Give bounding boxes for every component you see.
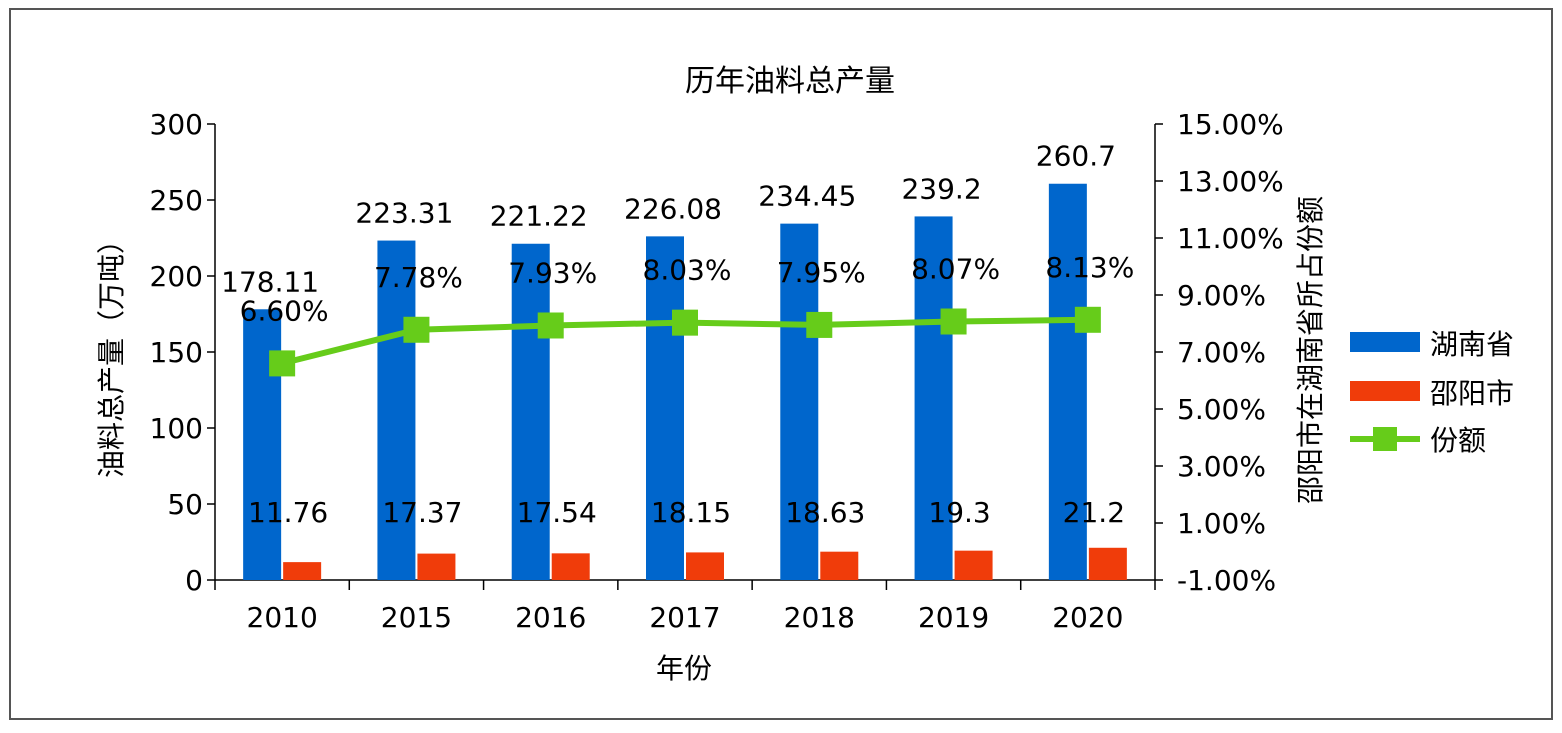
data-label-hunan: 178.11 [221, 265, 319, 298]
chart-frame [9, 8, 1553, 720]
legend-label-share: 份额 [1430, 424, 1486, 457]
bar-hunan [646, 236, 684, 580]
x-tick-label: 2010 [247, 601, 318, 634]
bar-hunan [914, 216, 953, 580]
y2-tick-label: 15.00% [1177, 108, 1284, 141]
data-label-hunan: 260.7 [1036, 140, 1116, 173]
marker-share [269, 350, 296, 377]
y2-tick-label: 7.00% [1177, 336, 1266, 369]
marker-share [403, 316, 430, 343]
y-axis-title: 油料总产量（万吨） [95, 226, 128, 478]
bar-shaoyang [283, 562, 322, 580]
y2-tick-label: 9.00% [1177, 279, 1266, 312]
marker-share [537, 312, 564, 339]
data-label-hunan: 223.31 [355, 197, 453, 230]
data-label-shaoyang: 18.63 [785, 496, 865, 529]
x-axis-title: 年份 [656, 652, 712, 685]
data-label-shaoyang: 17.37 [382, 496, 462, 529]
bar-shaoyang [417, 553, 456, 580]
x-tick-label: 2018 [784, 601, 855, 634]
y-tick-label: 300 [150, 108, 203, 141]
data-label-hunan: 221.22 [490, 200, 588, 233]
x-tick-label: 2020 [1052, 601, 1123, 634]
data-label-share: 8.03% [643, 254, 732, 287]
y-tick-label: 0 [185, 564, 203, 597]
data-label-hunan: 234.45 [758, 180, 856, 213]
data-label-shaoyang: 11.76 [248, 496, 328, 529]
y2-tick-label: 13.00% [1177, 165, 1284, 198]
bar-hunan [1048, 183, 1087, 580]
bar-hunan [243, 309, 282, 580]
y-tick-label: 250 [150, 184, 203, 217]
legend-swatch-hunan [1350, 332, 1420, 352]
data-label-share: 7.78% [374, 261, 463, 294]
marker-share [940, 308, 967, 335]
marker-share [1074, 306, 1101, 333]
y2-tick-label: 11.00% [1177, 222, 1284, 255]
marker-share [672, 309, 698, 336]
legend-label-hunan: 湖南省 [1430, 328, 1514, 361]
data-label-shaoyang: 21.2 [1063, 496, 1125, 529]
y2-tick-label: 3.00% [1177, 450, 1266, 483]
bar-shaoyang [820, 551, 859, 580]
bar-shaoyang [1088, 547, 1127, 580]
bar-shaoyang [686, 552, 724, 580]
legend-label-shaoyang: 邵阳市 [1430, 377, 1514, 410]
bar-hunan [511, 243, 550, 580]
data-label-share: 7.93% [508, 256, 597, 289]
data-label-share: 8.13% [1045, 251, 1134, 284]
marker-share [806, 311, 833, 338]
data-label-hunan: 239.2 [901, 172, 981, 205]
x-tick-label: 2019 [918, 601, 989, 634]
legend-marker-share [1373, 427, 1397, 451]
y-tick-label: 100 [150, 412, 203, 445]
bar-hunan [780, 223, 819, 581]
y-tick-label: 50 [167, 488, 203, 521]
y-tick-label: 200 [150, 260, 203, 293]
data-label-shaoyang: 18.15 [651, 496, 731, 529]
data-label-share: 6.60% [240, 294, 329, 327]
y2-axis-title: 邵阳市在湖南省所占份额 [1294, 196, 1327, 504]
x-tick-label: 2017 [649, 601, 720, 634]
x-tick-label: 2015 [381, 601, 452, 634]
y-tick-label: 150 [150, 336, 203, 369]
y2-tick-label: -1.00% [1177, 564, 1276, 597]
data-label-shaoyang: 17.54 [517, 496, 597, 529]
y2-tick-label: 5.00% [1177, 393, 1266, 426]
data-label-share: 8.07% [911, 253, 1000, 286]
data-label-shaoyang: 19.3 [928, 496, 990, 529]
bar-hunan [377, 240, 416, 581]
chart-title: 历年油料总产量 [685, 64, 895, 99]
y2-tick-label: 1.00% [1177, 507, 1266, 540]
data-label-hunan: 226.08 [624, 192, 722, 225]
data-label-share: 7.95% [777, 256, 866, 289]
bar-shaoyang [954, 550, 993, 580]
bar-shaoyang [551, 553, 590, 580]
x-tick-label: 2016 [515, 601, 586, 634]
legend-swatch-shaoyang [1350, 381, 1420, 401]
